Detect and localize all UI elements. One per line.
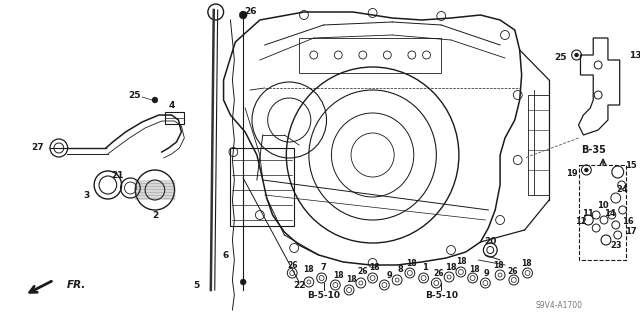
Text: FR.: FR. [67, 280, 86, 290]
Bar [527, 95, 549, 195]
Text: B-35: B-35 [580, 145, 605, 155]
Text: 18: 18 [493, 262, 504, 271]
Text: B-5-10: B-5-10 [307, 291, 340, 300]
Text: 25: 25 [128, 91, 141, 100]
Text: 7: 7 [321, 263, 326, 272]
Text: 18: 18 [303, 265, 314, 275]
Text: B-5-10: B-5-10 [425, 291, 458, 300]
Text: 2: 2 [152, 211, 158, 219]
Text: 8: 8 [397, 265, 403, 275]
Text: 22: 22 [293, 280, 305, 290]
Text: 1: 1 [422, 263, 428, 272]
Text: 24: 24 [617, 186, 628, 195]
Text: 4: 4 [168, 100, 175, 109]
Text: 5: 5 [193, 280, 199, 290]
Text: 27: 27 [31, 144, 44, 152]
Text: 26: 26 [433, 270, 444, 278]
Circle shape [240, 279, 246, 285]
Text: 18: 18 [369, 263, 380, 272]
Text: 16: 16 [621, 218, 634, 226]
Text: 11: 11 [582, 209, 594, 218]
Text: 18: 18 [445, 263, 457, 271]
Text: 9: 9 [387, 271, 392, 280]
Circle shape [584, 168, 588, 172]
Text: 18: 18 [406, 258, 417, 268]
Text: 18: 18 [469, 265, 480, 275]
Bar [579, 165, 625, 260]
Text: 12: 12 [575, 218, 586, 226]
Bar [164, 112, 184, 124]
Text: 21: 21 [111, 170, 124, 180]
Text: 14: 14 [604, 209, 616, 218]
Bar [230, 148, 294, 226]
Text: 18: 18 [346, 276, 356, 285]
Circle shape [152, 97, 158, 103]
Text: 26: 26 [287, 261, 298, 270]
Text: 26: 26 [358, 268, 368, 277]
Text: 15: 15 [625, 160, 636, 169]
Circle shape [575, 53, 579, 57]
Text: 10: 10 [597, 201, 609, 210]
Text: 17: 17 [625, 227, 636, 236]
Text: 18: 18 [521, 259, 532, 269]
Text: 18: 18 [456, 257, 467, 266]
Bar [299, 38, 441, 73]
Text: 3: 3 [83, 190, 90, 199]
Text: 26: 26 [508, 266, 518, 276]
Text: 18: 18 [333, 271, 344, 279]
Text: 25: 25 [555, 54, 567, 63]
Text: 9: 9 [483, 270, 489, 278]
Text: 13: 13 [629, 50, 640, 60]
Text: 19: 19 [566, 168, 577, 177]
Text: 23: 23 [610, 241, 621, 249]
Text: S9V4-A1700: S9V4-A1700 [536, 300, 582, 309]
Text: 26: 26 [244, 8, 256, 17]
Text: 6: 6 [223, 250, 228, 259]
Text: 20: 20 [484, 238, 497, 247]
Circle shape [239, 11, 247, 19]
